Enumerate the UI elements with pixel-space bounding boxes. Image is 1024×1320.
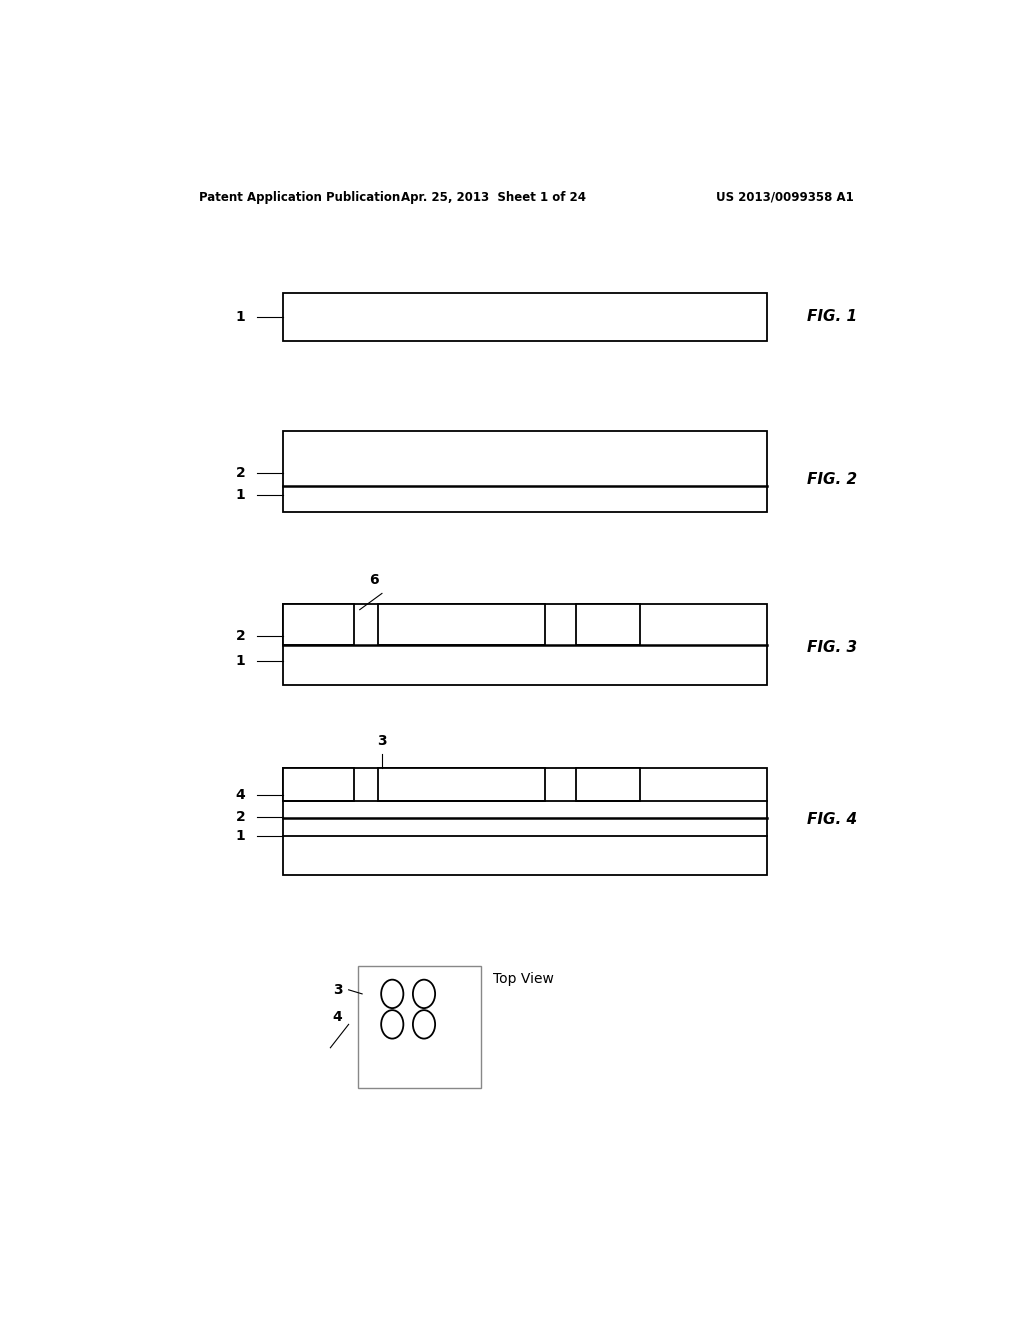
Bar: [283, 430, 767, 512]
Text: FIG. 2: FIG. 2: [807, 473, 857, 487]
Text: 1: 1: [236, 310, 246, 323]
Bar: [283, 293, 767, 342]
Text: 3: 3: [333, 983, 342, 997]
Text: 1: 1: [236, 488, 246, 502]
Bar: [283, 603, 354, 645]
Text: 1: 1: [236, 653, 246, 668]
Text: Patent Application Publication: Patent Application Publication: [200, 190, 400, 203]
Bar: [283, 603, 767, 685]
Text: FIG. 4: FIG. 4: [807, 812, 857, 826]
Text: 6: 6: [370, 573, 379, 587]
Text: 4: 4: [236, 788, 246, 801]
Text: 4: 4: [333, 1010, 342, 1024]
Text: US 2013/0099358 A1: US 2013/0099358 A1: [717, 190, 854, 203]
Bar: [358, 966, 481, 1089]
Text: Top View: Top View: [494, 972, 554, 986]
Text: 3: 3: [377, 734, 387, 748]
Text: Apr. 25, 2013  Sheet 1 of 24: Apr. 25, 2013 Sheet 1 of 24: [400, 190, 586, 203]
Bar: [577, 603, 640, 645]
Bar: [577, 768, 640, 801]
Text: FIG. 1: FIG. 1: [807, 309, 857, 325]
Text: 1: 1: [236, 829, 246, 843]
Bar: [283, 768, 767, 875]
Text: FIG. 3: FIG. 3: [807, 640, 857, 655]
Text: 2: 2: [236, 810, 246, 824]
Bar: [283, 768, 354, 801]
Bar: [378, 768, 545, 801]
Bar: [378, 603, 545, 645]
Text: 2: 2: [236, 466, 246, 480]
Text: 2: 2: [236, 630, 246, 643]
